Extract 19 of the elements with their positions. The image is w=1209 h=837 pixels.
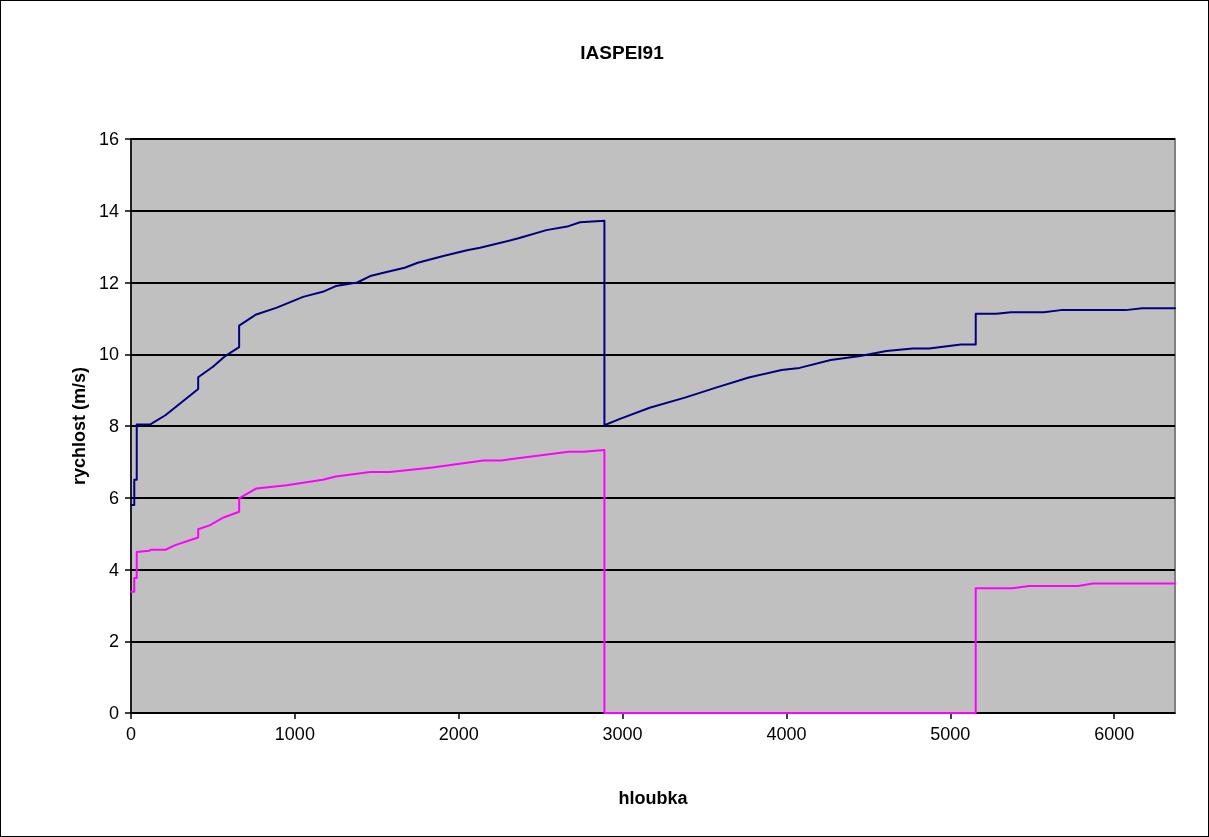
y-tick-label: 0	[108, 703, 119, 723]
y-tick-label: 10	[98, 344, 119, 365]
y-axis-title: rychlost (m/s)	[69, 366, 90, 486]
x-axis-title: hloubka	[618, 788, 689, 808]
x-tick-label: 3000	[602, 724, 643, 744]
y-tick-label: 16	[98, 129, 119, 149]
x-tick-label: 1000	[274, 724, 315, 744]
y-tick-label: 4	[108, 559, 119, 580]
x-tick-label: 5000	[930, 724, 971, 744]
x-tick-label: 4000	[766, 724, 807, 744]
y-tick-label: 12	[98, 272, 119, 293]
x-tick-label: 6000	[1094, 724, 1135, 744]
x-tick-label: 0	[125, 724, 137, 744]
y-tick-label: 8	[108, 416, 119, 436]
y-tick-label: 6	[108, 487, 119, 508]
chart-title: IASPEI91	[580, 42, 665, 63]
x-tick-label: 2000	[438, 724, 479, 744]
y-tick-label: 14	[98, 200, 119, 221]
y-tick-label: 2	[108, 631, 119, 652]
